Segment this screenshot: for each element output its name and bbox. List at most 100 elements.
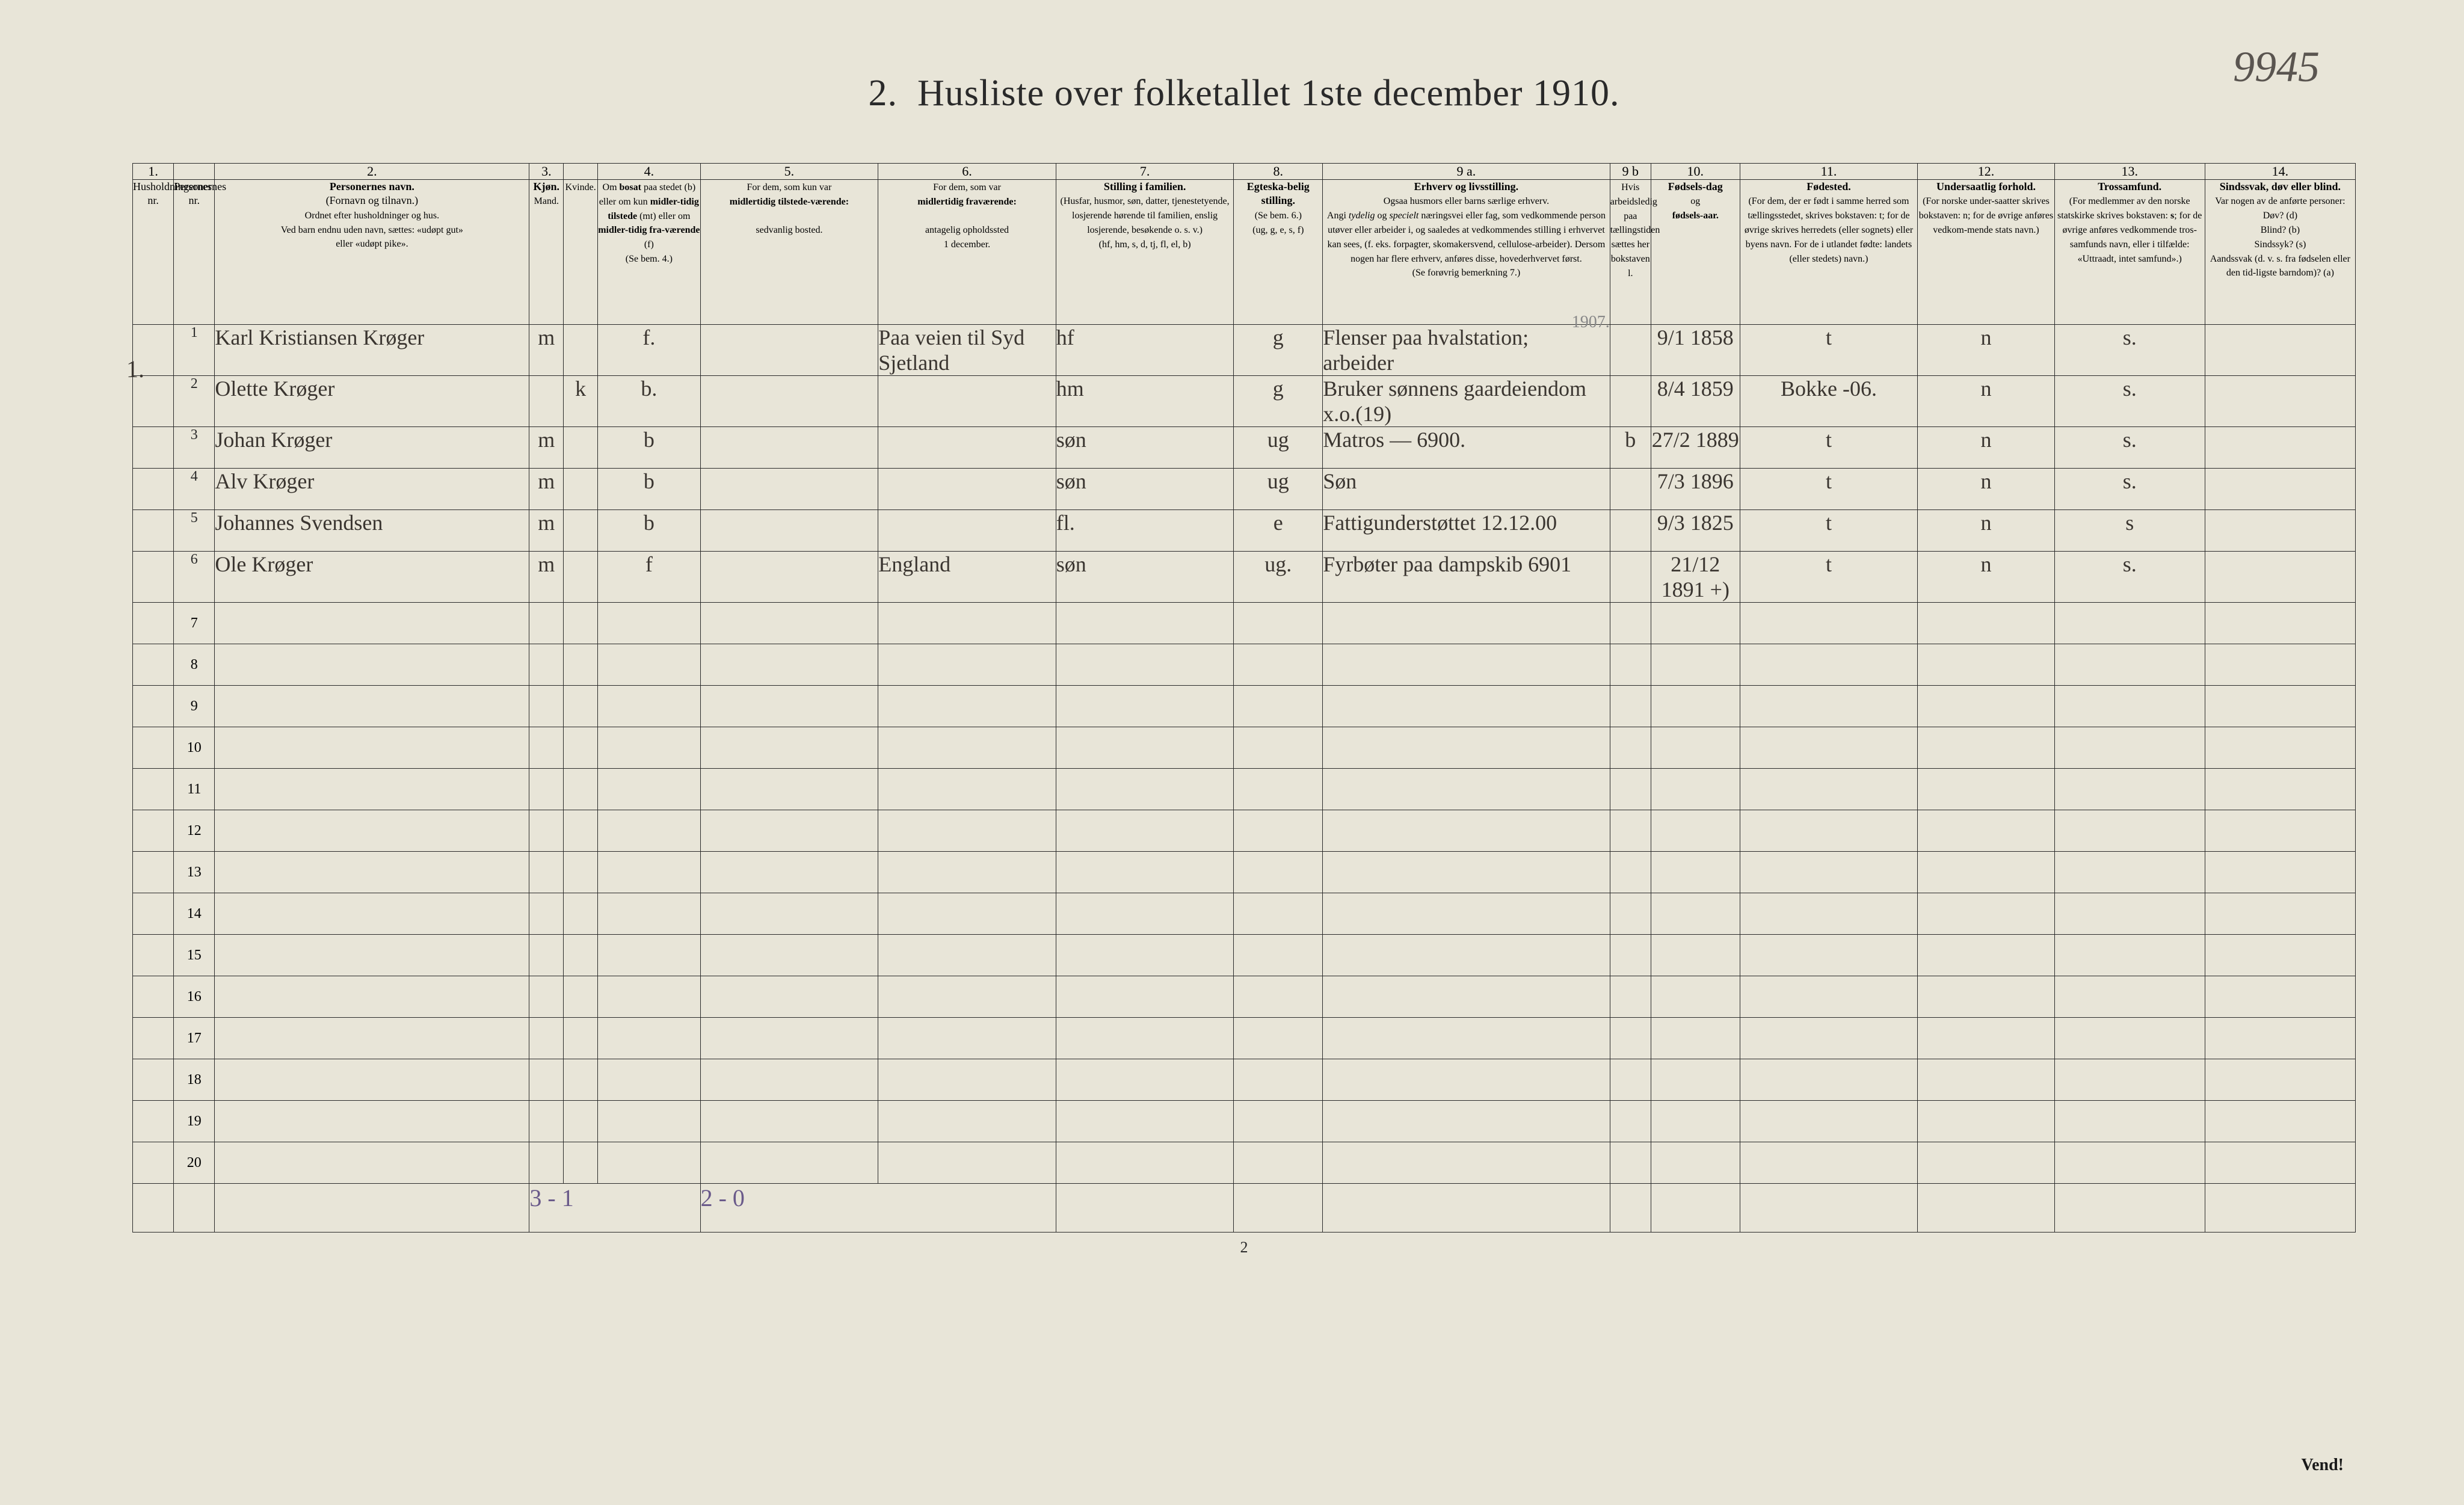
column-header-cell: For dem, som kun varmidlertidig tilstede… xyxy=(700,180,878,325)
column-header-cell: Stilling i familien.(Husfar, husmor, søn… xyxy=(1056,180,1234,325)
column-header-cell: Personernes nr. xyxy=(174,180,215,325)
data-cell: m xyxy=(529,510,564,552)
census-page: 9945 2. Husliste over folketallet 1ste d… xyxy=(0,0,2464,1505)
data-cell: hm xyxy=(1056,376,1234,427)
data-cell: 27/2 1889 xyxy=(1651,427,1740,469)
data-cell: søn xyxy=(1056,552,1234,603)
column-number-cell: 12. xyxy=(1918,164,2054,180)
data-cell xyxy=(700,469,878,510)
person-name: Alv Krøger xyxy=(215,469,529,510)
data-cell: b xyxy=(598,469,701,510)
data-cell: 21/12 1891 +) xyxy=(1651,552,1740,603)
turn-page-label: Vend! xyxy=(2301,1456,2344,1475)
empty-row: 11 xyxy=(133,769,2356,810)
column-header-cell: Egteska-belig stilling.(Se bem. 6.)(ug, … xyxy=(1234,180,1323,325)
data-cell xyxy=(1610,469,1651,510)
row-number: 15 xyxy=(174,935,215,976)
data-cell xyxy=(564,510,598,552)
footer-tally-row: 3 - 1 2 - 0 xyxy=(133,1184,2356,1233)
empty-row: 9 xyxy=(133,686,2356,727)
data-cell: ug xyxy=(1234,427,1323,469)
data-cell: b xyxy=(598,427,701,469)
column-number-cell: 5. xyxy=(700,164,878,180)
title-prefix: 2. xyxy=(868,73,898,114)
column-number-cell: 9 a. xyxy=(1323,164,1610,180)
data-cell: ug. xyxy=(1234,552,1323,603)
table-row: 4Alv KrøgermbsønugSøn7/3 1896tns. xyxy=(133,469,2356,510)
column-number-cell: 2. xyxy=(215,164,529,180)
column-header-cell: Fødsels-dagogfødsels-aar. xyxy=(1651,180,1740,325)
data-cell xyxy=(2205,552,2355,603)
data-cell: e xyxy=(1234,510,1323,552)
occupation-cell: Søn xyxy=(1323,469,1610,510)
row-number: 1 xyxy=(174,325,215,376)
data-cell: søn xyxy=(1056,469,1234,510)
row-number: 8 xyxy=(174,644,215,686)
column-header-cell: Husholdningernes nr. xyxy=(133,180,174,325)
empty-row: 13 xyxy=(133,852,2356,893)
data-cell: s. xyxy=(2054,469,2205,510)
column-number-cell xyxy=(174,164,215,180)
occupation-cell: Fattigunderstøttet 12.12.00 xyxy=(1323,510,1610,552)
data-cell: ug xyxy=(1234,469,1323,510)
column-number-cell: 6. xyxy=(878,164,1056,180)
person-name: Johannes Svendsen xyxy=(215,510,529,552)
column-number-cell xyxy=(564,164,598,180)
column-number-cell: 4. xyxy=(598,164,701,180)
data-cell xyxy=(133,552,174,603)
data-cell: 7/3 1896 xyxy=(1651,469,1740,510)
data-cell xyxy=(878,469,1056,510)
column-number-cell: 9 b xyxy=(1610,164,1651,180)
data-cell xyxy=(564,325,598,376)
empty-row: 20 xyxy=(133,1142,2356,1184)
data-cell: s. xyxy=(2054,427,2205,469)
data-cell: n xyxy=(1918,552,2054,603)
data-cell xyxy=(1610,325,1651,376)
row-number: 5 xyxy=(174,510,215,552)
data-cell: hf xyxy=(1056,325,1234,376)
table-row: 5Johannes Svendsenmbfl.eFattigunderstøtt… xyxy=(133,510,2356,552)
corner-annotation: 9945 xyxy=(2233,42,2320,92)
tally-absent: 2 - 0 xyxy=(700,1184,1056,1233)
data-cell: 9/1 1858 xyxy=(1651,325,1740,376)
occupation-cell: 1907.Flenser paa hvalstation; arbeider xyxy=(1323,325,1610,376)
data-cell: k xyxy=(564,376,598,427)
data-cell: fl. xyxy=(1056,510,1234,552)
data-cell xyxy=(878,376,1056,427)
data-cell: 8/4 1859 xyxy=(1651,376,1740,427)
row-number: 14 xyxy=(174,893,215,935)
data-cell: m xyxy=(529,325,564,376)
data-cell: n xyxy=(1918,469,2054,510)
empty-row: 7 xyxy=(133,603,2356,644)
data-cell: g xyxy=(1234,376,1323,427)
data-cell xyxy=(2205,510,2355,552)
column-header-cell: Kvinde. xyxy=(564,180,598,325)
data-cell: s. xyxy=(2054,325,2205,376)
column-number-cell: 10. xyxy=(1651,164,1740,180)
data-cell: m xyxy=(529,552,564,603)
column-header-cell: Trossamfund.(For medlemmer av den norske… xyxy=(2054,180,2205,325)
row-number: 2 xyxy=(174,376,215,427)
row-number: 18 xyxy=(174,1059,215,1101)
data-cell: b. xyxy=(598,376,701,427)
data-cell xyxy=(133,469,174,510)
data-cell xyxy=(133,510,174,552)
occupation-cell: Bruker sønnens gaardeiendom x.o.(19) xyxy=(1323,376,1610,427)
data-cell: m xyxy=(529,469,564,510)
data-cell: 9/3 1825 xyxy=(1651,510,1740,552)
data-cell: t xyxy=(1740,325,1918,376)
page-title: 2. Husliste over folketallet 1ste decemb… xyxy=(132,72,2356,115)
empty-row: 19 xyxy=(133,1101,2356,1142)
column-number-cell: 13. xyxy=(2054,164,2205,180)
data-cell xyxy=(1610,510,1651,552)
column-header-cell: For dem, som varmidlertidig fraværende:a… xyxy=(878,180,1056,325)
data-cell xyxy=(564,427,598,469)
data-cell xyxy=(700,325,878,376)
person-name: Ole Krøger xyxy=(215,552,529,603)
data-cell xyxy=(133,427,174,469)
occupation-cell: Fyrbøter paa dampskib 6901 xyxy=(1323,552,1610,603)
row-number: 16 xyxy=(174,976,215,1018)
row-number: 13 xyxy=(174,852,215,893)
table-body: 1Karl Kristiansen Krøgermf.Paa veien til… xyxy=(133,325,2356,1184)
row-number: 10 xyxy=(174,727,215,769)
